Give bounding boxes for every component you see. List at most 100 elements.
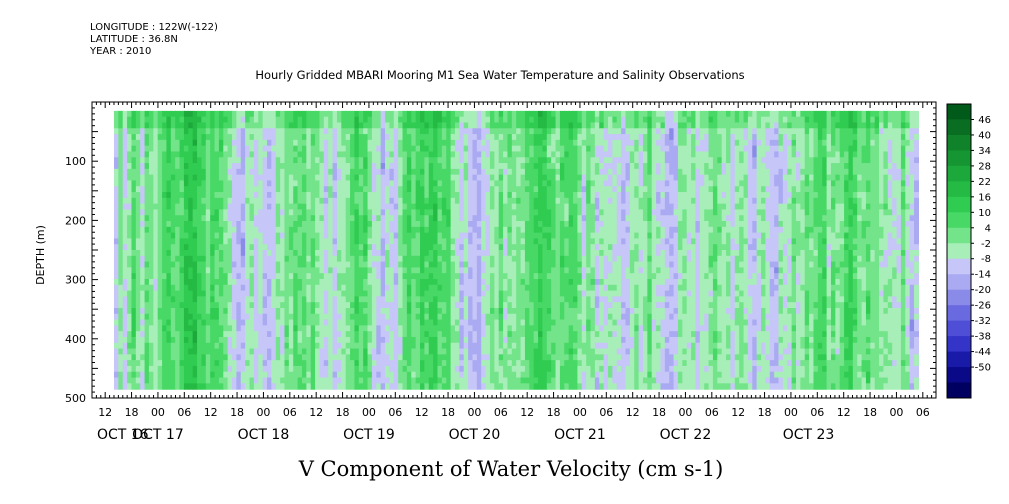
heatmap-cell (301, 110, 307, 118)
heatmap-cell (271, 128, 277, 135)
heatmap-cell (310, 278, 316, 286)
heatmap-cell (489, 377, 495, 384)
heatmap-cell (341, 128, 347, 135)
heatmap-cell (524, 174, 530, 182)
heatmap-cell (192, 139, 198, 147)
heatmap-cell (564, 342, 570, 350)
heatmap-cell (520, 267, 526, 274)
heatmap-cell (297, 157, 303, 164)
heatmap-cell (236, 145, 242, 153)
heatmap-cell (367, 302, 373, 309)
heatmap-cell (323, 250, 329, 257)
heatmap-cell (341, 145, 347, 153)
heatmap-cell (328, 163, 334, 170)
heatmap-cell (472, 180, 478, 187)
heatmap-cell (503, 215, 509, 222)
heatmap-cell (380, 244, 386, 251)
heatmap-cell (516, 192, 522, 199)
heatmap-cell (162, 261, 168, 268)
heatmap-cell (201, 128, 207, 135)
heatmap-cell (188, 342, 194, 350)
heatmap-cell (328, 192, 334, 199)
heatmap-cell (450, 168, 456, 176)
heatmap-cell (524, 192, 530, 199)
heatmap-cell (511, 377, 517, 384)
heatmap-cell (218, 151, 224, 158)
heatmap-cell (175, 267, 181, 274)
heatmap-cell (153, 203, 159, 211)
heatmap-cell (402, 221, 408, 228)
heatmap-cell (275, 250, 281, 257)
heatmap-cell (498, 342, 504, 350)
heatmap-cell (297, 116, 303, 124)
heatmap-cell (358, 319, 364, 326)
heatmap-cell (166, 226, 172, 234)
heatmap-cell (485, 203, 491, 211)
heatmap-cell (411, 221, 417, 228)
heatmap-cell (288, 331, 294, 338)
heatmap-cell (454, 383, 460, 390)
heatmap-cell (341, 383, 347, 390)
heatmap-cell (371, 319, 377, 326)
heatmap-cell (310, 255, 316, 263)
heatmap-cell (310, 267, 316, 274)
heatmap-cell (393, 325, 399, 332)
heatmap-cell (546, 331, 552, 338)
heatmap-cell (127, 151, 133, 158)
heatmap-cell (551, 209, 557, 216)
heatmap-cell (437, 365, 443, 373)
heatmap-cell (511, 168, 517, 176)
heatmap-cell (524, 290, 530, 297)
heatmap-cell (485, 168, 491, 176)
heatmap-cell (188, 145, 194, 153)
heatmap-cell (459, 261, 465, 268)
heatmap-cell (459, 192, 465, 199)
heatmap-cell (214, 365, 220, 373)
heatmap-cell (306, 232, 312, 240)
heatmap-cell (424, 163, 430, 170)
heatmap-cell (227, 342, 233, 350)
heatmap-cell (249, 319, 255, 326)
heatmap-cell (385, 371, 391, 379)
heatmap-cell (520, 383, 526, 390)
heatmap-cell (293, 348, 299, 355)
heatmap-cell (148, 139, 154, 147)
heatmap-cell (485, 360, 491, 367)
heatmap-cell (170, 192, 176, 199)
heatmap-cell (433, 278, 439, 286)
heatmap-cell (188, 244, 194, 251)
heatmap-cell (293, 226, 299, 234)
heatmap-cell (271, 336, 277, 344)
heatmap-cell (253, 163, 259, 170)
heatmap-cell (503, 139, 509, 147)
heatmap-cell (376, 319, 382, 326)
heatmap-cell (271, 307, 277, 315)
heatmap-cell (380, 342, 386, 350)
heatmap-cell (127, 278, 133, 286)
heatmap-cell (358, 151, 364, 158)
heatmap-cell (275, 302, 281, 309)
heatmap-cell (157, 365, 163, 373)
heatmap-cell (463, 244, 469, 251)
heatmap-cell (485, 307, 491, 315)
heatmap-cell (323, 221, 329, 228)
heatmap-cell (424, 134, 430, 141)
heatmap-cell (144, 244, 150, 251)
heatmap-cell (481, 377, 487, 384)
heatmap-cell (127, 238, 133, 245)
heatmap-cell (332, 365, 338, 373)
heatmap-cell (227, 215, 233, 222)
heatmap-cell (516, 383, 522, 390)
heatmap-cell (529, 255, 535, 263)
heatmap-cell (293, 261, 299, 268)
heatmap-cell (232, 325, 237, 332)
heatmap-cell (511, 273, 517, 280)
heatmap-cell (188, 157, 194, 164)
heatmap-cell (306, 250, 312, 257)
heatmap-cell (402, 209, 408, 216)
heatmap-cell (516, 331, 522, 338)
heatmap-cell (253, 232, 259, 240)
heatmap-cell (210, 296, 216, 303)
heatmap-cell (538, 365, 544, 373)
heatmap-cell (148, 319, 154, 326)
